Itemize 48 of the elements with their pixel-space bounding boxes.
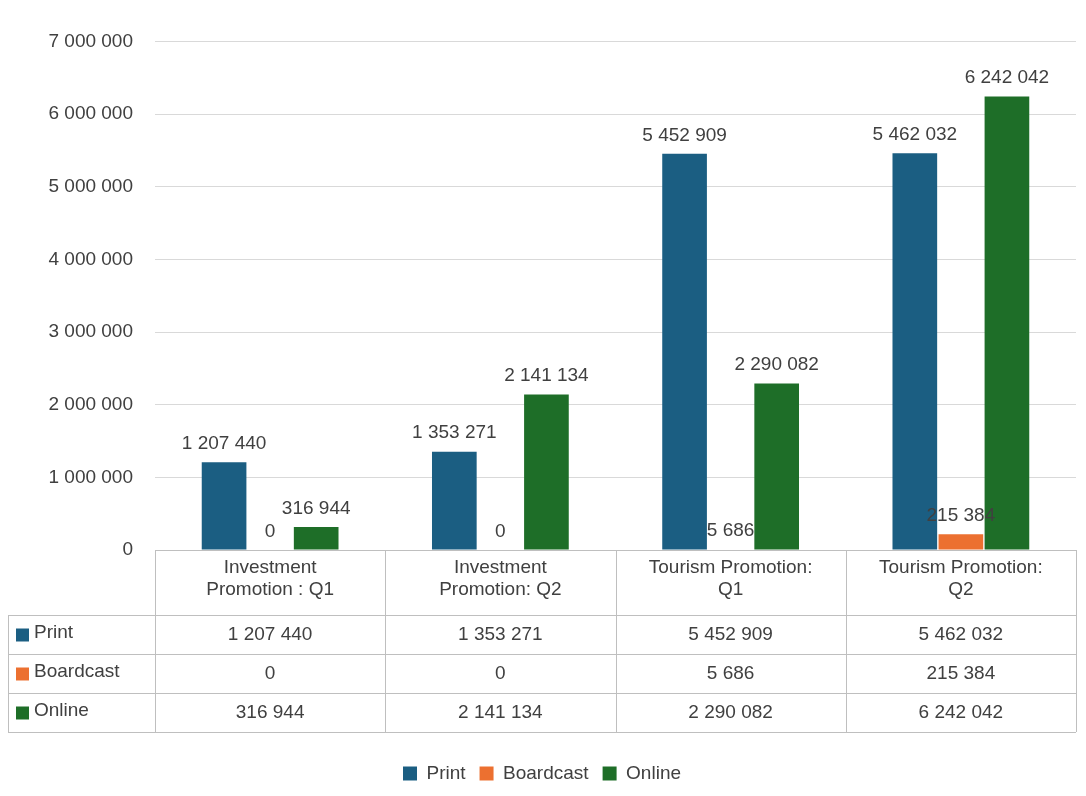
x-tick-label: Investment Promotion : Q1 [206, 555, 335, 600]
text: 5 452 909 [642, 123, 727, 145]
y-tick-label: 6 000 000 [48, 102, 133, 124]
data-label: 1 353 271 [458, 622, 543, 644]
x-tick-label: Tourism Promotion: Q1 [648, 555, 813, 600]
bar [524, 394, 569, 550]
text: 0 [264, 519, 276, 541]
data-label: 316 944 [235, 700, 305, 722]
text: 5 686 [706, 519, 755, 541]
bar [201, 462, 247, 550]
bar [754, 383, 800, 550]
data-label: 6 242 042 [918, 700, 1004, 722]
text: Boardcast [34, 659, 120, 681]
data-label: 0 [264, 661, 276, 683]
legend-label: Boardcast [503, 761, 590, 783]
bar [431, 451, 477, 550]
bar [293, 526, 339, 550]
data-label: 5 462 032 [918, 622, 1004, 644]
text: Print [426, 761, 466, 783]
data-label: 5 452 909 [688, 622, 773, 644]
text: 2 290 082 [734, 353, 819, 375]
y-tick-label: 1 000 000 [48, 465, 133, 487]
data-label: 5 686 [706, 661, 755, 683]
text: 1 353 271 [412, 421, 497, 443]
data-label: 2 141 134 [458, 700, 544, 722]
y-tick-label: 4 000 000 [48, 247, 133, 269]
data-label: 0 [495, 661, 506, 683]
y-tick-label: 5 000 000 [48, 174, 133, 196]
y-tick-label: 3 000 000 [48, 320, 133, 342]
data-label: 2 290 082 [688, 700, 773, 722]
legend-label: Print [34, 620, 74, 642]
bar [662, 153, 707, 550]
text: 0 [495, 519, 506, 541]
text: 6 242 042 [964, 66, 1050, 88]
text: 2 141 134 [504, 364, 589, 386]
x-tick-label: Investment Promotion: Q2 [439, 555, 562, 600]
legend-label: Online [626, 761, 682, 783]
text: 316 944 [281, 496, 351, 518]
y-tick-label: 0 [122, 538, 133, 560]
text: 5 462 032 [872, 122, 958, 144]
text: Online [34, 698, 89, 720]
y-tick-label: 2 000 000 [48, 392, 133, 414]
data-label: 215 384 [926, 661, 996, 683]
data-label: 1 207 440 [227, 622, 313, 644]
y-tick-label: 7 000 000 [48, 29, 133, 51]
bar [938, 534, 984, 550]
text: 1 207 440 [181, 432, 267, 454]
x-tick-label: Tourism Promotion: Q2 [879, 555, 1043, 600]
